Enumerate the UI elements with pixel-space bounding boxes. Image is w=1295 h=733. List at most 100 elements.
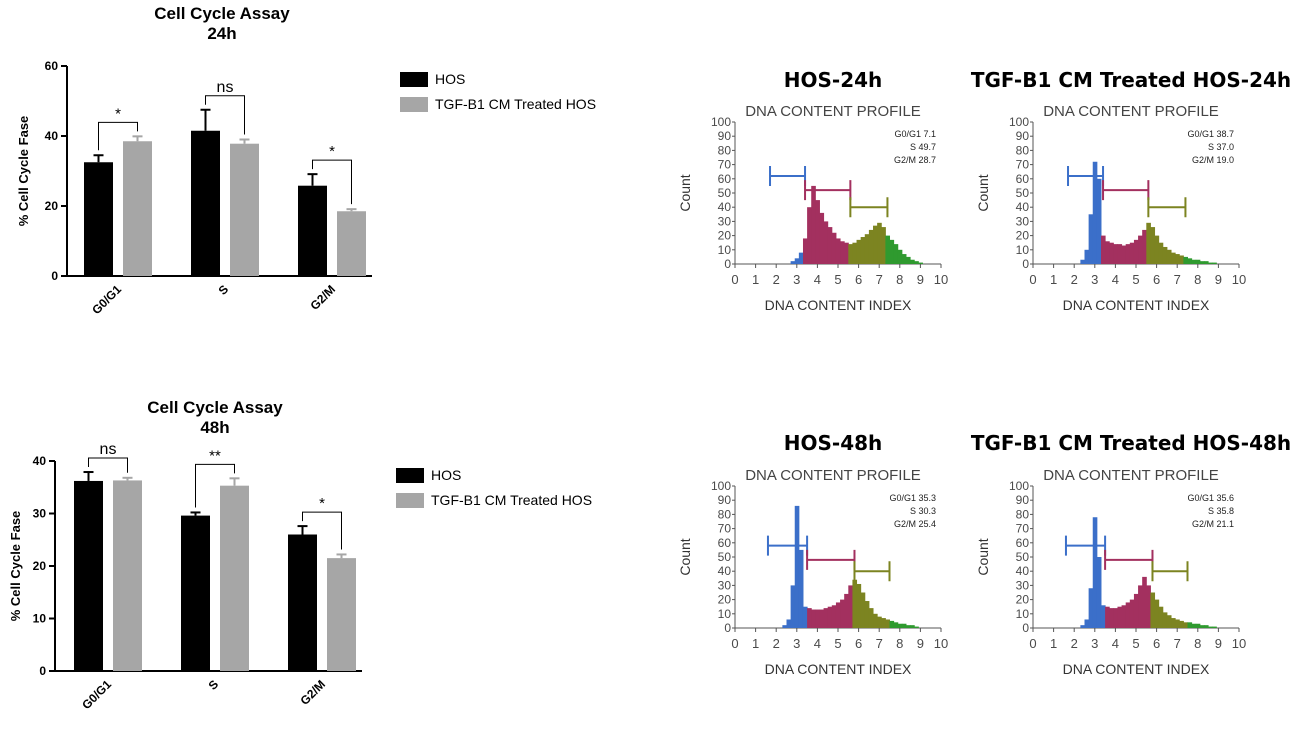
x-axis-label: DNA CONTENT INDEX [1063,661,1210,677]
y-axis-label: % Cell Cycle Fase [8,511,23,622]
profile-heading: DNA CONTENT PROFILE [1043,467,1219,484]
histogram-bar [1158,606,1164,628]
profile-heading: DNA CONTENT PROFILE [745,103,921,120]
significance-bracket [88,457,128,473]
histogram-bar [1121,605,1127,628]
gate-g0g1 [1064,535,1107,556]
flow-title-hos-48h: HOS-48h [783,431,883,455]
histogram-bar [798,549,804,628]
histogram-bar [1162,246,1168,264]
histogram-bar [864,234,870,264]
histogram-bar [848,585,853,628]
histogram-bar [881,618,886,628]
histogram-bar [827,227,833,264]
histogram-bar [1088,588,1094,628]
y-tick-label: 70 [718,522,732,536]
y-tick-label: 50 [1016,186,1030,200]
bar-hos [74,480,103,671]
histogram-bar [1109,242,1114,264]
bar-chart-48h-panel: Cell Cycle Assay 48h % Cell Cycle Fase 0 10 2… [0,385,660,728]
category-label: G2/M [307,282,338,313]
histogram-bar [1154,235,1160,264]
gate-g0g1 [769,165,807,186]
histogram-bar [790,261,796,264]
x-tick-label: 10 [1232,636,1246,651]
histogram-bar [848,244,853,264]
gate-g2m [849,197,889,218]
histogram-bar [893,244,899,264]
y-tick-label: 60 [1016,172,1030,186]
x-tick-label: 7 [1174,272,1181,287]
histogram-bar [1195,259,1201,264]
x-tick-label: 5 [1132,272,1139,287]
histogram-bar [1212,262,1217,264]
histogram-bar [873,613,878,628]
histogram-bar [1208,626,1213,628]
x-tick-label: 8 [896,636,903,651]
bar-hos [84,162,113,276]
histogram-bar [1117,606,1123,628]
bar-treated [123,141,152,276]
histogram-bar [1129,242,1135,264]
histogram-bar [1212,626,1217,628]
histogram-bar [889,620,895,628]
histogram-bar [1179,620,1184,628]
histogram-bar [914,261,919,264]
chart-title: Cell Cycle Assay [154,4,290,23]
significance-label: ns [217,79,234,96]
histogram-bar [1195,623,1201,628]
legend-label: HOS [431,467,461,483]
histogram-bar [897,249,903,264]
x-tick-label: 9 [917,272,924,287]
x-tick-label: 5 [1132,636,1139,651]
gate-s [806,549,856,570]
histogram-bar [1146,585,1151,628]
histogram-bar [852,579,858,628]
x-tick-label: 10 [934,636,948,651]
histogram-bar [819,609,825,628]
x-tick-label: 1 [752,636,759,651]
x-axis-label: DNA CONTENT INDEX [765,661,912,677]
category-label: S [216,282,232,298]
histogram-bar [802,238,808,264]
y-tick-label: 0 [1022,257,1029,271]
flow-treated-24h: DNA CONTENT PROFILE010203040506070809010… [975,103,1246,313]
stat-label: G0/G1 35.3 [889,493,936,503]
histogram-bar [885,235,890,264]
histogram-bar [1100,605,1106,628]
x-tick-label: 1 [1050,636,1057,651]
x-tick-label: 4 [814,636,821,651]
histogram-bar [1088,214,1094,264]
x-tick-label: 4 [1112,272,1119,287]
legend-label: TGF-B1 CM Treated HOS [431,492,592,508]
histogram-bar [1203,625,1209,628]
histogram-bar [1125,244,1131,264]
histogram-bar [1096,178,1102,264]
y-tick-label: 60 [718,536,732,550]
histogram-bar [1146,222,1151,264]
y-tick-label: 60 [45,59,59,73]
profile-heading: DNA CONTENT PROFILE [1043,103,1219,120]
category-label: G0/G1 [89,282,124,317]
histogram-bar [1109,608,1114,628]
x-tick-label: 0 [1029,272,1036,287]
histogram-bar [881,227,886,264]
y-tick-label: 100 [711,115,731,129]
y-tick-label: 10 [33,612,47,626]
x-tick-label: 5 [834,636,841,651]
x-tick-label: 6 [1153,272,1160,287]
histogram-bar [1133,239,1139,264]
histogram-bar [877,616,882,628]
y-tick-label: 90 [1016,493,1030,507]
histogram-bar [844,593,849,628]
histogram-bar [840,241,845,264]
significance-bracket [312,159,352,205]
legend-swatch-treated [396,493,424,508]
x-tick-label: 3 [1091,272,1098,287]
x-tick-label: 2 [773,636,780,651]
x-tick-label: 2 [773,272,780,287]
histogram-bar [815,200,820,264]
histogram-bar [1092,517,1098,628]
histogram-bar [1162,612,1168,628]
